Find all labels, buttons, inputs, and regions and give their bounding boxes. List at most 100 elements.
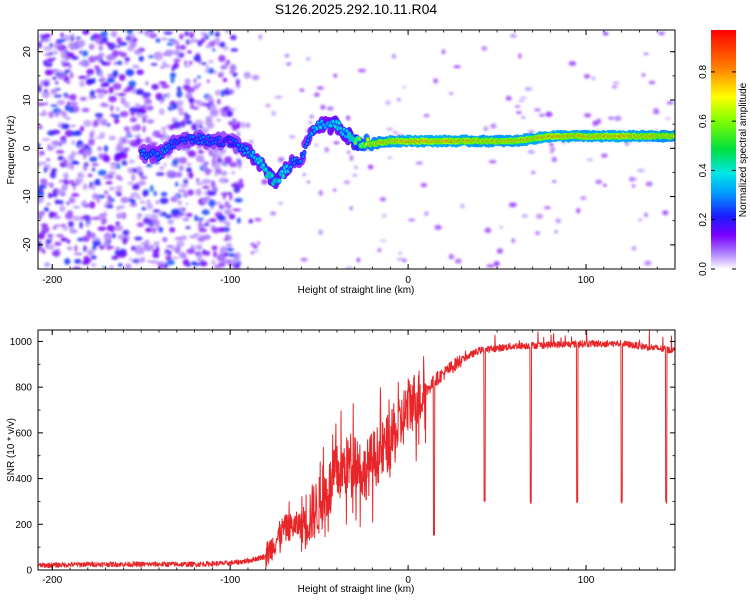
speckle bbox=[518, 99, 525, 103]
speckle bbox=[195, 258, 205, 262]
speckle bbox=[185, 202, 189, 206]
speckle bbox=[106, 224, 115, 232]
speckle bbox=[103, 240, 109, 248]
speckle bbox=[223, 110, 228, 118]
speckle bbox=[531, 170, 536, 175]
speckle bbox=[545, 111, 553, 118]
speckle bbox=[138, 55, 144, 62]
speckle bbox=[151, 83, 159, 90]
speckle bbox=[535, 231, 540, 235]
speckle bbox=[50, 104, 58, 107]
speckle bbox=[112, 70, 119, 78]
speckle bbox=[277, 156, 285, 163]
speckle bbox=[48, 111, 54, 119]
speckle bbox=[516, 111, 522, 114]
speckle bbox=[212, 186, 218, 191]
speckle bbox=[87, 78, 94, 85]
speckle bbox=[85, 221, 91, 228]
speckle bbox=[550, 146, 555, 152]
speckle bbox=[122, 237, 128, 245]
colorbar-tick-label: 0.2 bbox=[698, 212, 709, 226]
y-tick-label: 200 bbox=[15, 520, 32, 531]
speckle bbox=[214, 264, 221, 269]
speckle bbox=[175, 44, 181, 50]
speckle bbox=[144, 98, 153, 105]
speckle bbox=[177, 107, 184, 113]
speckle bbox=[306, 180, 311, 184]
speckle bbox=[258, 34, 263, 40]
x-tick-label: -200 bbox=[42, 275, 62, 286]
speckle bbox=[222, 46, 229, 51]
speckle bbox=[196, 188, 202, 195]
speckle bbox=[139, 200, 146, 205]
speckle bbox=[658, 31, 665, 36]
speckle bbox=[69, 43, 75, 51]
speckle bbox=[124, 263, 132, 269]
speckle bbox=[87, 232, 96, 239]
speckle bbox=[42, 109, 47, 117]
speckle bbox=[218, 253, 224, 260]
speckle bbox=[50, 147, 54, 152]
speckle bbox=[168, 124, 175, 130]
speckle bbox=[433, 78, 438, 84]
speckle bbox=[132, 259, 139, 263]
speckle bbox=[134, 49, 143, 55]
speckle bbox=[134, 103, 141, 109]
speckle bbox=[136, 69, 144, 76]
speckle bbox=[51, 68, 60, 73]
ridge-core bbox=[159, 154, 163, 158]
speckle bbox=[580, 196, 587, 200]
speckle bbox=[182, 217, 190, 222]
speckle bbox=[554, 230, 558, 234]
speckle bbox=[90, 255, 97, 260]
ridge-core bbox=[207, 135, 210, 139]
speckle bbox=[210, 40, 217, 47]
speckle bbox=[42, 249, 46, 254]
speckle bbox=[41, 161, 46, 165]
y-tick-label: 400 bbox=[15, 474, 32, 485]
speckle bbox=[203, 223, 210, 227]
speckle bbox=[119, 136, 127, 141]
speckle bbox=[140, 242, 150, 246]
speckle bbox=[284, 53, 290, 58]
speckle bbox=[184, 78, 191, 86]
speckle bbox=[66, 52, 75, 59]
speckle bbox=[393, 131, 398, 134]
speckle bbox=[75, 36, 81, 40]
y-tick-label: 0 bbox=[22, 145, 33, 151]
speckle bbox=[214, 37, 221, 42]
speckle bbox=[76, 41, 85, 49]
speckle bbox=[225, 62, 229, 69]
figure-title: S126.2025.292.10.11.R04 bbox=[275, 1, 438, 17]
speckle bbox=[69, 33, 76, 37]
speckle bbox=[97, 93, 104, 99]
speckle bbox=[235, 79, 240, 86]
speckle bbox=[194, 119, 204, 127]
y-tick-label: -10 bbox=[22, 189, 33, 204]
speckle bbox=[603, 31, 609, 36]
speckle bbox=[69, 179, 74, 185]
speckle bbox=[208, 67, 215, 74]
speckle bbox=[128, 195, 134, 200]
speckle bbox=[69, 72, 74, 79]
speckle bbox=[175, 100, 184, 107]
spectrogram-x-label: Height of straight line (km) bbox=[298, 285, 415, 296]
speckle bbox=[86, 204, 93, 207]
speckle bbox=[116, 162, 121, 170]
speckle bbox=[210, 180, 216, 188]
speckle bbox=[229, 70, 234, 75]
speckle bbox=[185, 92, 193, 100]
speckle bbox=[198, 228, 207, 233]
speckle bbox=[408, 218, 416, 222]
speckle bbox=[629, 176, 634, 182]
speckle bbox=[178, 165, 185, 170]
speckle bbox=[193, 78, 197, 84]
speckle bbox=[142, 95, 150, 100]
speckle bbox=[253, 249, 259, 253]
speckle bbox=[154, 54, 164, 61]
speckle bbox=[153, 190, 157, 197]
speckle bbox=[57, 155, 64, 161]
ridge-core bbox=[245, 147, 249, 151]
speckle bbox=[72, 215, 82, 221]
speckle bbox=[174, 171, 183, 178]
